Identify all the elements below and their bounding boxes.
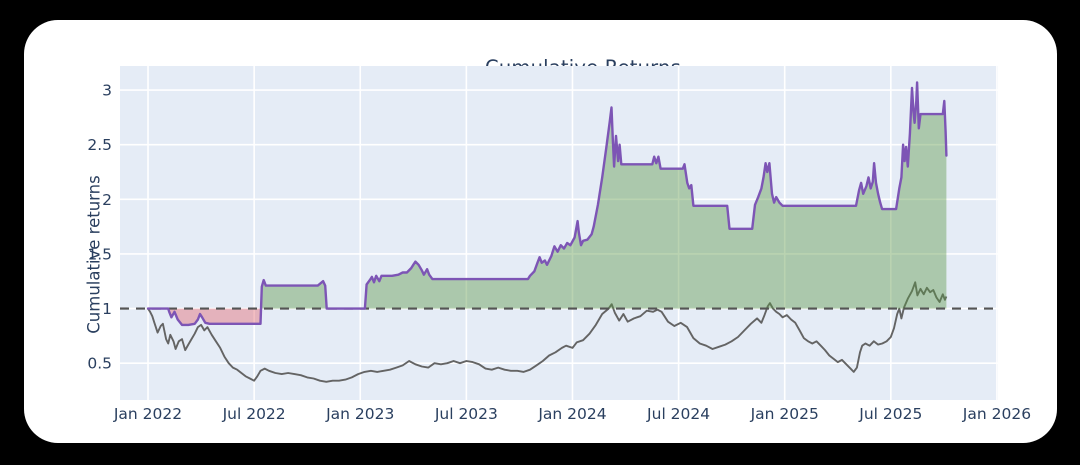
x-tick-label: Jan 2025 xyxy=(750,405,819,423)
plot-area[interactable] xyxy=(120,66,998,400)
x-tick-label: Jul 2022 xyxy=(222,405,286,423)
y-tick-label: 2 xyxy=(102,191,112,209)
x-tick-label: Jul 2024 xyxy=(646,405,710,423)
x-tick-label: Jan 2026 xyxy=(962,405,1031,423)
x-tick-label: Jan 2022 xyxy=(113,405,182,423)
x-tick-label: Jul 2025 xyxy=(858,405,922,423)
x-tick-label: Jan 2023 xyxy=(325,405,394,423)
y-tick-label: 1.5 xyxy=(87,245,112,263)
y-tick-label: 2.5 xyxy=(87,136,112,154)
x-tick-label: Jan 2024 xyxy=(537,405,606,423)
strategy-line xyxy=(146,81,948,327)
y-tick-label: 1 xyxy=(102,300,112,318)
gain-fill xyxy=(148,82,947,309)
y-tick-label: 0.5 xyxy=(87,355,112,373)
y-tick-label: 3 xyxy=(102,82,112,100)
x-tick-label: Jul 2023 xyxy=(434,405,498,423)
benchmark-line xyxy=(147,281,948,383)
